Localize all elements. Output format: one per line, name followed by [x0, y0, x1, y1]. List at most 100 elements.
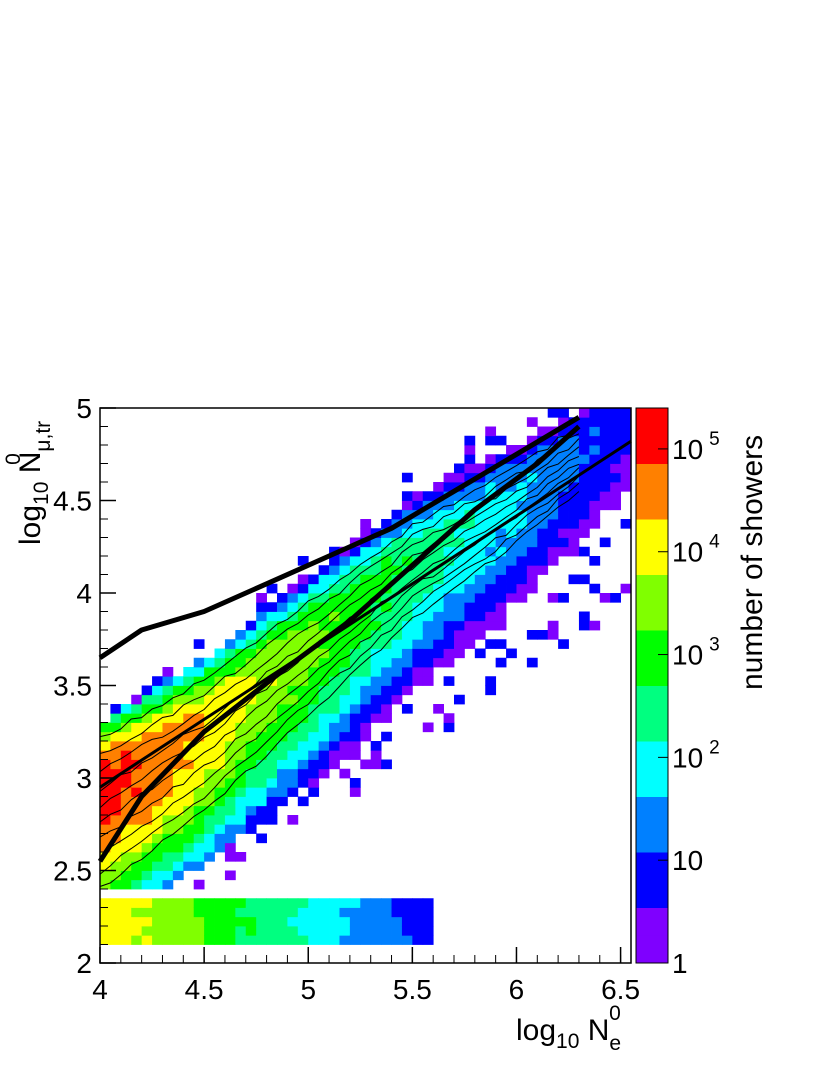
heatmap-cell	[568, 528, 580, 538]
heatmap-cell	[183, 935, 195, 945]
heatmap-cell	[183, 768, 195, 779]
heatmap-cell	[131, 805, 143, 816]
heatmap-cell	[433, 593, 444, 603]
heatmap-cell	[308, 768, 320, 779]
heatmap-cell	[193, 750, 205, 760]
heatmap-cell	[391, 648, 403, 659]
heatmap-cell	[485, 574, 497, 585]
heatmap-cell	[578, 426, 590, 437]
heatmap-cell	[224, 870, 236, 881]
heatmap-cell	[516, 509, 528, 520]
heatmap-cell	[381, 546, 392, 557]
heatmap-cell	[224, 694, 236, 705]
heatmap-cell	[370, 898, 382, 908]
heatmap-cell	[162, 694, 174, 705]
heatmap-cell	[318, 574, 330, 585]
heatmap-cell	[277, 750, 288, 760]
heatmap-cell	[152, 815, 163, 825]
heatmap-cell	[204, 926, 215, 936]
heatmap-cell	[454, 509, 465, 520]
heatmap-cell	[578, 408, 590, 418]
heatmap-cell	[318, 602, 330, 612]
heatmap-cell	[224, 898, 236, 908]
heatmap-cell	[100, 907, 111, 918]
heatmap-cell	[131, 861, 143, 871]
heatmap-cell	[214, 926, 226, 936]
heatmap-cell	[589, 482, 601, 492]
heatmap-cell	[589, 500, 601, 511]
heatmap-cell	[120, 926, 132, 936]
heatmap-cell	[381, 926, 392, 936]
heatmap-cell	[141, 713, 153, 723]
heatmap-cell	[287, 648, 299, 659]
heatmap-cell	[422, 926, 434, 936]
heatmap-cell	[495, 657, 507, 668]
heatmap-cell	[360, 926, 372, 936]
heatmap-cell	[287, 602, 299, 612]
heatmap-cell	[110, 842, 122, 853]
heatmap-cell	[245, 815, 257, 825]
color-bar-segment	[636, 602, 668, 631]
heatmap-cell	[266, 620, 278, 631]
heatmap-cell	[495, 611, 507, 622]
heatmap-cell	[110, 704, 122, 714]
heatmap-cell	[568, 537, 580, 548]
heatmap-cell	[547, 491, 559, 501]
heatmap-cell	[599, 472, 611, 483]
heatmap-cell	[526, 482, 538, 492]
heatmap-cell	[454, 537, 465, 548]
heatmap-cell	[204, 713, 215, 723]
heatmap-cell	[537, 537, 549, 548]
heatmap-cell	[599, 463, 611, 474]
heatmap-cell	[162, 768, 174, 779]
heatmap-cell	[433, 519, 444, 529]
heatmap-cell	[120, 824, 132, 834]
heatmap-cell	[454, 583, 465, 594]
heatmap-cell	[162, 870, 174, 881]
heatmap-cell	[391, 657, 403, 668]
heatmap-cell	[558, 491, 569, 501]
heatmap-cell	[266, 657, 278, 668]
heatmap-cell	[526, 528, 538, 538]
heatmap-cell	[391, 583, 403, 594]
heatmap-cell	[266, 704, 278, 714]
heatmap-cell	[474, 509, 486, 520]
heatmap-cell	[297, 731, 309, 742]
heatmap-cell	[610, 463, 621, 474]
heatmap-cell	[256, 694, 267, 705]
heatmap-cell	[308, 602, 320, 612]
heatmap-cell	[485, 546, 497, 557]
heatmap-cell	[204, 750, 215, 760]
heatmap-cell	[204, 778, 215, 788]
heatmap-cell	[537, 445, 549, 455]
heatmap-cell	[141, 916, 153, 927]
heatmap-cell	[454, 565, 465, 575]
heatmap-cell	[526, 565, 538, 575]
heatmap-cell	[193, 713, 205, 723]
heatmap-cell	[516, 482, 528, 492]
heatmap-cell	[152, 907, 163, 918]
heatmap-cell	[620, 435, 632, 446]
heatmap-cell	[485, 583, 497, 594]
heatmap-cell	[474, 602, 486, 612]
heatmap-cell	[193, 759, 205, 770]
heatmap-cell	[422, 593, 434, 603]
heatmap-cell	[141, 898, 153, 908]
heatmap-cell	[391, 556, 403, 566]
heatmap-cell	[183, 731, 195, 742]
heatmap-cell	[381, 916, 392, 927]
heatmap-cell	[599, 426, 611, 437]
heatmap-cell	[308, 759, 320, 770]
heatmap-cell	[568, 435, 580, 446]
color-bar-segment	[636, 741, 668, 770]
heatmap-cell	[318, 768, 330, 779]
heatmap-cell	[235, 639, 247, 649]
heatmap-cell	[433, 546, 444, 557]
heatmap-cell	[162, 805, 174, 816]
heatmap-cell	[224, 833, 236, 844]
heatmap-cell	[370, 750, 382, 760]
heatmap-cell	[495, 454, 507, 464]
heatmap-cell	[526, 417, 538, 427]
heatmap-cell	[287, 685, 299, 696]
heatmap-cell	[349, 565, 361, 575]
